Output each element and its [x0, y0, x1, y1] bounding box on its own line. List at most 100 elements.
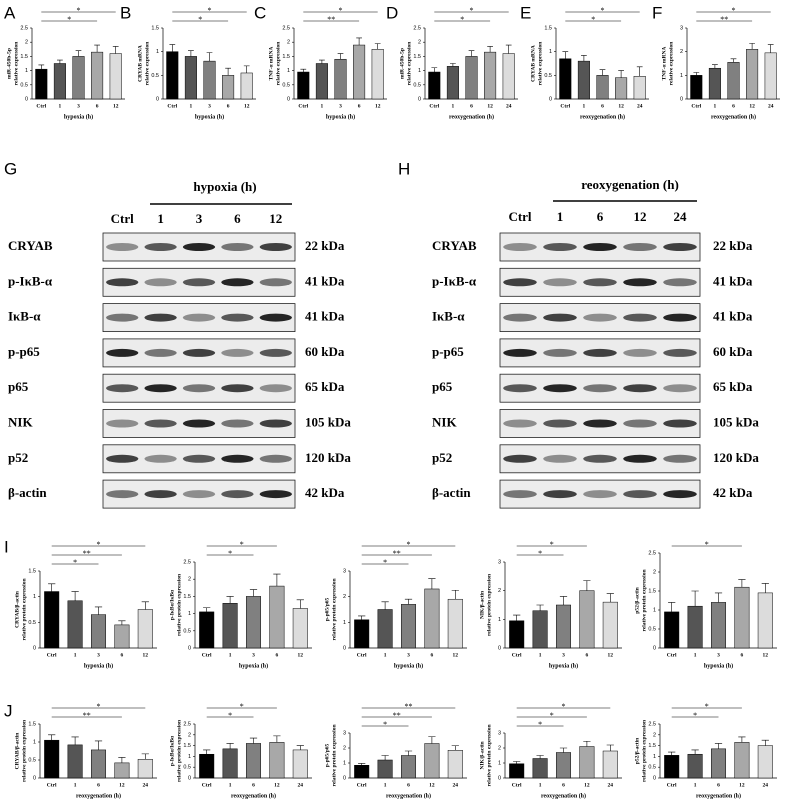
- bar: [484, 51, 497, 100]
- blot-band: [543, 313, 577, 322]
- y-tick-label: 0: [680, 96, 683, 102]
- bar: [633, 76, 646, 100]
- error-bar: [693, 72, 700, 76]
- protein-label: p52: [8, 450, 28, 465]
- significance-label: *: [538, 720, 542, 729]
- error-bar: [404, 598, 413, 605]
- blot-band: [623, 384, 657, 393]
- x-axis-label: hypoxia (h): [326, 113, 355, 120]
- blot-band: [182, 384, 216, 393]
- x-tick-label: 24: [637, 103, 643, 109]
- y-tick-label: 1.5: [282, 54, 290, 60]
- blot-condition: reoxygenation (h): [581, 177, 679, 192]
- error-bar: [319, 59, 325, 64]
- blot-band: [543, 419, 577, 428]
- blot-band: [106, 243, 139, 251]
- significance-label: *: [383, 720, 387, 729]
- error-bar: [451, 589, 459, 600]
- bar: [371, 49, 384, 100]
- blot-band: [144, 490, 177, 499]
- bar: [297, 71, 310, 100]
- error-bar: [225, 67, 231, 76]
- bar: [708, 67, 721, 100]
- error-bar: [358, 763, 366, 766]
- blot-band: [259, 454, 292, 463]
- y-tick-label: 2: [188, 732, 191, 738]
- kda-label: 105 kDa: [305, 414, 351, 429]
- x-tick-label: Ctrl: [167, 103, 177, 109]
- error-bar: [562, 51, 569, 59]
- significance-label: *: [198, 15, 202, 24]
- x-tick-label: Ctrl: [357, 782, 367, 788]
- blot-band: [663, 384, 697, 393]
- bar: [400, 755, 417, 779]
- error-bar: [761, 739, 769, 746]
- y-tick-label: 0: [343, 775, 346, 781]
- error-bar: [356, 37, 362, 46]
- y-tick-label: 0: [188, 775, 191, 781]
- y-tick-label: 2: [188, 577, 191, 583]
- protein-label: p-p65: [8, 344, 40, 359]
- y-tick-label: 1.5: [413, 54, 421, 60]
- blot-band: [583, 278, 617, 287]
- y-tick-label: 2: [343, 745, 346, 751]
- blot-band: [221, 490, 254, 499]
- bar: [137, 609, 153, 649]
- lane-label: 24: [674, 209, 688, 224]
- bar: [222, 75, 235, 100]
- y-tick-label: 1: [33, 739, 36, 745]
- x-tick-label: 3: [562, 652, 565, 658]
- x-tick-label: Ctrl: [429, 103, 439, 109]
- protein-label: p65: [8, 379, 29, 394]
- blot-band: [503, 278, 537, 287]
- bar: [269, 742, 285, 779]
- bar: [269, 585, 285, 649]
- significance-label: *: [240, 540, 244, 549]
- blot-band: [623, 348, 657, 357]
- y-axis-label: relative protein expression: [641, 569, 647, 631]
- blot-band: [182, 313, 216, 322]
- blot-band: [144, 278, 177, 287]
- y-tick-label: 1: [156, 49, 159, 55]
- y-tick-label: 1.5: [648, 588, 656, 594]
- x-tick-label: Ctrl: [298, 103, 308, 109]
- blot-band: [106, 419, 139, 428]
- lane-label: 1: [157, 211, 164, 226]
- blot-band: [623, 490, 657, 499]
- bar: [602, 750, 618, 779]
- x-tick-label: 12: [274, 782, 280, 788]
- protein-label: β-actin: [8, 485, 47, 500]
- x-tick-label: 6: [741, 652, 744, 658]
- bar: [245, 743, 262, 779]
- significance-label: **: [393, 549, 401, 558]
- error-bar: [94, 606, 103, 615]
- y-axis-label: relative protein expression: [176, 720, 182, 782]
- bar: [710, 748, 727, 779]
- y-tick-label: 2.5: [413, 25, 421, 31]
- y-tick-label: 0.5: [282, 82, 290, 88]
- significance-label: *: [705, 540, 709, 549]
- y-tick-label: 1: [653, 754, 656, 760]
- blot-band: [182, 490, 216, 499]
- protein-label: p-IκB-α: [8, 273, 53, 288]
- x-axis-label: hypoxia (h): [549, 662, 578, 669]
- y-tick-label: 2: [653, 569, 656, 575]
- x-tick-label: Ctrl: [560, 103, 570, 109]
- bar: [734, 586, 750, 649]
- y-tick-label: 1: [33, 594, 36, 600]
- blot-band: [583, 419, 617, 428]
- y-tick-label: 0.5: [28, 757, 36, 763]
- y-axis-label: relative expression: [668, 42, 674, 86]
- x-tick-label: 6: [470, 103, 473, 109]
- x-tick-label: 3: [252, 652, 255, 658]
- x-tick-label: Ctrl: [512, 652, 522, 658]
- blot-band: [543, 348, 577, 357]
- bar: [334, 58, 347, 100]
- kda-label: 65 kDa: [305, 379, 345, 394]
- y-tick-label: 0: [653, 645, 656, 651]
- error-bar: [606, 744, 614, 751]
- error-bar: [749, 43, 755, 50]
- error-bar: [668, 602, 676, 612]
- bar: [199, 611, 215, 649]
- x-tick-label: 3: [77, 103, 80, 109]
